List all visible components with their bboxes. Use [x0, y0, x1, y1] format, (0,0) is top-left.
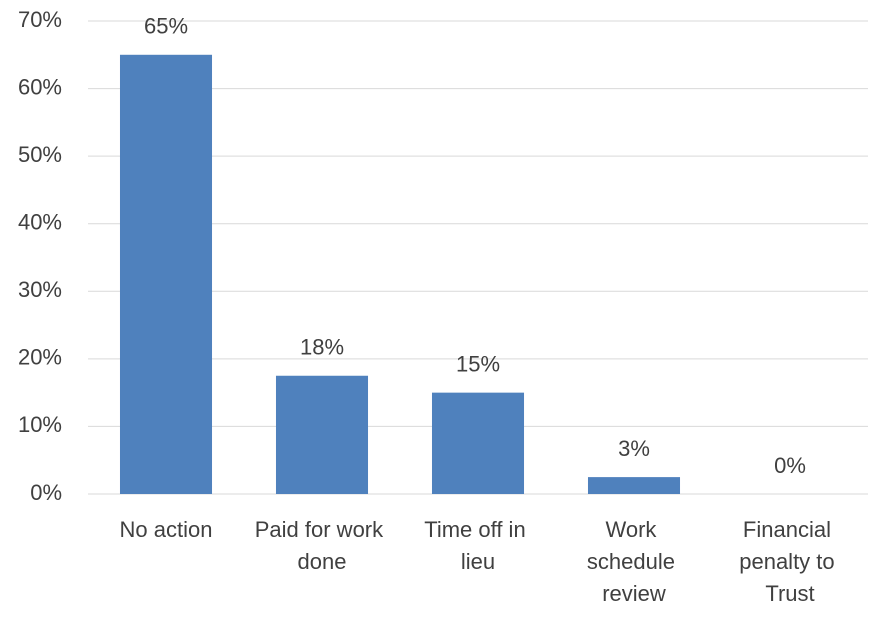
y-tick-label: 60%	[18, 74, 62, 99]
data-label: 0%	[774, 453, 806, 478]
bar	[275, 375, 369, 494]
y-tick-label: 20%	[18, 345, 62, 370]
bar	[431, 392, 525, 494]
x-tick-label: Work schedule review	[587, 517, 681, 606]
bar	[119, 54, 213, 495]
data-label: 18%	[300, 335, 344, 360]
bar	[587, 477, 681, 494]
y-tick-label: 70%	[18, 7, 62, 32]
y-tick-label: 0%	[30, 480, 62, 505]
x-tick-label: Financial penalty to Trust	[739, 517, 841, 606]
data-label: 3%	[618, 436, 650, 461]
y-tick-label: 10%	[18, 412, 62, 437]
y-tick-label: 40%	[18, 210, 62, 235]
y-tick-label: 50%	[18, 142, 62, 167]
y-tick-label: 30%	[18, 277, 62, 302]
x-tick-label: Time off in lieu	[424, 517, 532, 574]
data-label: 65%	[144, 14, 188, 39]
x-tick-label: Paid for work done	[255, 517, 390, 574]
x-tick-label: No action	[120, 517, 213, 542]
data-label: 15%	[456, 351, 500, 376]
